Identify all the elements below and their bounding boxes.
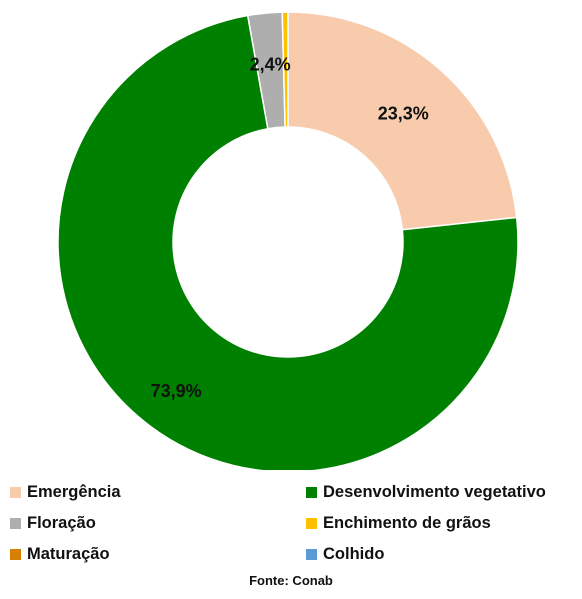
legend-swatch-colhido: [306, 548, 317, 560]
legend-swatch-desenvolvimento-vegetativo: [306, 486, 317, 498]
data-label-floracao: 2,4%: [250, 55, 291, 75]
data-label-emergencia: 23,3%: [378, 104, 429, 124]
legend-item-emergencia: Emergência: [10, 480, 306, 504]
slice-emergencia: [287, 11, 518, 231]
legend-item-desenvolvimento-vegetativo: Desenvolvimento vegetativo: [306, 480, 575, 504]
legend-label-emergencia: Emergência: [27, 482, 121, 501]
legend-item-maturacao: Maturação: [10, 542, 306, 566]
legend-item-colhido: Colhido: [306, 542, 575, 566]
legend-item-floracao: Floração: [10, 511, 306, 535]
legend-swatch-enchimento-de-graos: [306, 517, 317, 529]
legend-label-desenvolvimento-vegetativo: Desenvolvimento vegetativo: [323, 482, 546, 501]
slice-enchimento-de-graos: [281, 11, 289, 128]
source-note: Fonte: Conab: [249, 573, 333, 588]
legend-label-enchimento-de-graos: Enchimento de grãos: [323, 513, 491, 532]
slice-desenvolvimento-vegetativo: [57, 14, 519, 470]
donut-slices: [57, 11, 519, 470]
legend: Emergência Desenvolvimento vegetativo Flor…: [10, 480, 575, 566]
donut-chart: 23,3% 73,9% 2,4%: [57, 11, 519, 470]
legend-swatch-emergencia: [10, 486, 21, 498]
legend-label-maturacao: Maturação: [27, 544, 110, 563]
legend-item-enchimento-de-graos: Enchimento de grãos: [306, 511, 575, 535]
data-label-desenvolvimento-vegetativo: 73,9%: [151, 381, 202, 401]
legend-swatch-maturacao: [10, 548, 21, 560]
legend-label-colhido: Colhido: [323, 544, 385, 563]
donut-data-labels: 23,3% 73,9% 2,4%: [151, 55, 429, 401]
legend-label-floracao: Floração: [27, 513, 96, 532]
legend-swatch-floracao: [10, 517, 21, 529]
